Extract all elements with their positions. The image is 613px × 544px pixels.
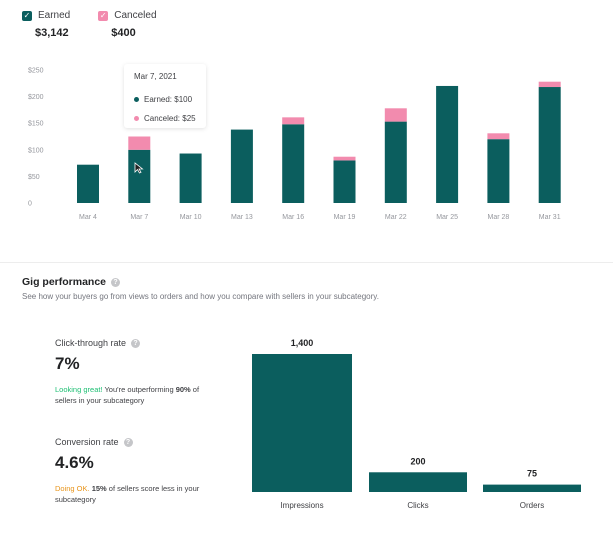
bar-earned[interactable] (384, 121, 407, 203)
section-divider (0, 262, 613, 263)
x-tick-label: Mar 13 (231, 214, 253, 221)
chart-tooltip: Mar 7, 2021 Earned: $100 Canceled: $25 (124, 64, 206, 128)
ctr-note-pre: You're outperforming (102, 385, 176, 394)
legend-earned[interactable]: ✓ Earned $3,142 (22, 10, 70, 39)
canceled-dot-icon (134, 116, 139, 121)
ctr-note-bold: 90% (175, 385, 191, 394)
funnel-category-label: Impressions (280, 501, 323, 510)
gig-performance-subtitle: See how your buyers go from views to ord… (22, 292, 379, 301)
bar-earned[interactable] (436, 85, 459, 203)
y-tick-label: $200 (28, 94, 44, 101)
bar-canceled[interactable] (282, 117, 305, 125)
tooltip-date: Mar 7, 2021 (134, 72, 177, 81)
conversion-note: Doing OK. 15% of sellers score less in y… (55, 483, 205, 505)
conversion-note-bold: 15% (91, 484, 107, 493)
performance-chart: 1,400 Impressions 200 Clicks 75 Orders (252, 338, 581, 510)
bar-earned[interactable] (333, 160, 356, 203)
funnel-bar[interactable] (369, 472, 467, 492)
ctr-note-post: of sellers in your subcategory (55, 385, 200, 405)
ctr-label: Click-through rate ? (55, 338, 141, 348)
ctr-value: 7% (55, 354, 80, 373)
bar-canceled[interactable] (333, 156, 356, 161)
funnel-bar[interactable] (252, 354, 352, 492)
x-tick-label: Mar 25 (436, 214, 458, 221)
y-tick-label: $100 (28, 147, 44, 154)
canceled-total: $400 (111, 27, 136, 39)
bar-canceled[interactable] (538, 81, 561, 88)
bar-earned[interactable] (230, 129, 253, 203)
funnel-category-label: Orders (520, 501, 544, 510)
x-tick-label: Mar 16 (282, 214, 304, 221)
conversion-note-highlight: Doing OK. (55, 484, 90, 493)
x-tick-label: Mar 7 (130, 214, 148, 221)
conversion-note-post: of sellers score less in your subcategor… (55, 484, 200, 504)
ctr-note-highlight: Looking great! (55, 385, 103, 394)
x-tick-label: Mar 19 (334, 214, 356, 221)
gig-performance-title-text: Gig performance (22, 276, 107, 288)
legend-canceled[interactable]: ✓ Canceled $400 (98, 10, 157, 39)
ctr-label-text: Click-through rate (55, 338, 127, 348)
funnel-category-label: Clicks (407, 501, 428, 510)
x-tick-label: Mar 10 (180, 214, 202, 221)
x-tick-label: Mar 28 (488, 214, 510, 221)
y-tick-label: $150 (28, 121, 44, 128)
bar-earned[interactable] (128, 149, 151, 203)
conversion-value: 4.6% (55, 453, 94, 472)
earned-dot-icon (134, 97, 139, 102)
earned-checkbox-icon[interactable]: ✓ (22, 10, 32, 21)
funnel-value-label: 1,400 (291, 338, 314, 348)
legend-canceled-label: Canceled (114, 10, 157, 21)
funnel-bar[interactable] (483, 484, 581, 492)
bar-earned[interactable] (179, 153, 202, 203)
help-icon[interactable]: ? (111, 277, 121, 287)
conversion-help-icon[interactable]: ? (123, 437, 133, 447)
bar-earned[interactable] (538, 87, 561, 203)
funnel-value-label: 200 (410, 456, 425, 466)
conversion-label: Conversion rate ? (55, 437, 133, 447)
bar-earned[interactable] (487, 139, 510, 203)
gig-performance-title: Gig performance ? (22, 276, 121, 288)
chart-legend: ✓ Earned $3,142 ✓ Canceled $400 (22, 10, 157, 39)
canceled-checkbox-icon[interactable]: ✓ (98, 10, 109, 21)
earned-total: $3,142 (35, 27, 69, 39)
y-tick-label: $250 (28, 68, 44, 75)
x-tick-label: Mar 22 (385, 214, 407, 221)
bar-canceled[interactable] (487, 133, 510, 140)
conversion-label-text: Conversion rate (55, 437, 119, 447)
bar-earned[interactable] (77, 164, 99, 203)
tooltip-canceled: Canceled: $25 (144, 114, 196, 123)
mouse-cursor-icon (134, 162, 144, 174)
y-tick-label: $50 (28, 174, 40, 181)
x-tick-label: Mar 31 (539, 214, 561, 221)
ctr-note: Looking great! You're outperforming 90% … (55, 384, 205, 406)
funnel-value-label: 75 (527, 469, 537, 479)
bar-earned[interactable] (282, 124, 305, 203)
earnings-chart: 0 $50 $100 $150 $200 $250 Mar 4 Mar 7 Mar 10 Mar … (28, 68, 561, 221)
tooltip-earned: Earned: $100 (144, 95, 193, 104)
legend-earned-label: Earned (38, 10, 71, 21)
bar-canceled[interactable] (128, 136, 151, 150)
ctr-help-icon[interactable]: ? (131, 338, 141, 348)
x-tick-label: Mar 4 (79, 214, 97, 221)
y-tick-label: 0 (28, 201, 32, 208)
bar-canceled[interactable] (384, 108, 407, 122)
